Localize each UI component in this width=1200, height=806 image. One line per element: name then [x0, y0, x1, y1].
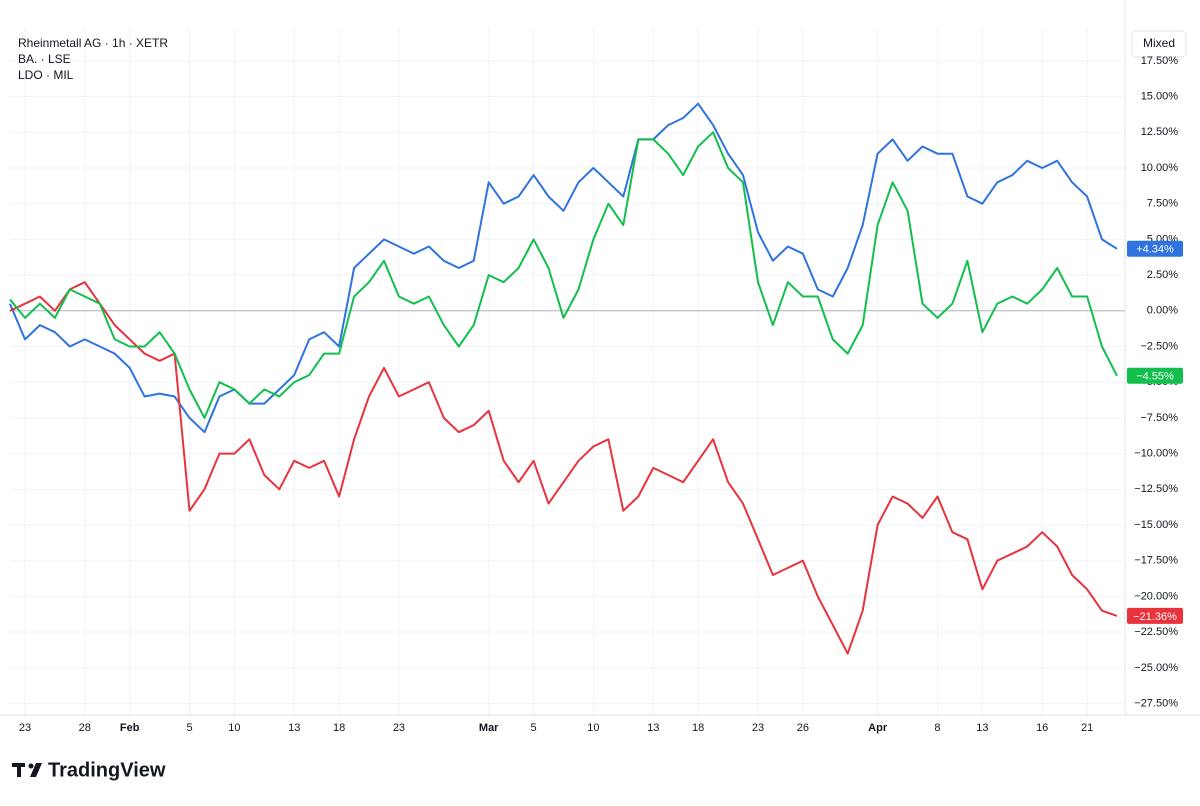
value-label: −4.55% — [1136, 371, 1174, 383]
y-tick-label: −2.50% — [1140, 340, 1178, 352]
x-tick-label: 18 — [692, 722, 704, 734]
y-tick-label: 7.50% — [1147, 198, 1178, 210]
x-tick-label: 23 — [752, 722, 764, 734]
x-tick-label: 13 — [288, 722, 300, 734]
x-tick-label: 26 — [797, 722, 809, 734]
y-tick-label: −20.00% — [1134, 590, 1178, 602]
x-tick-label: 23 — [19, 722, 31, 734]
x-tick-label: 13 — [647, 722, 659, 734]
x-tick-label: 10 — [228, 722, 240, 734]
x-tick-label: 16 — [1036, 722, 1048, 734]
x-tick-label: 28 — [79, 722, 91, 734]
x-tick-label: 18 — [333, 722, 345, 734]
x-tick-label: 5 — [531, 722, 537, 734]
mixed-button-label[interactable]: Mixed — [1143, 36, 1175, 50]
y-tick-label: 15.00% — [1141, 90, 1179, 102]
y-tick-label: −22.50% — [1134, 626, 1178, 638]
x-tick-label: Apr — [868, 722, 888, 734]
x-tick-label: 5 — [186, 722, 192, 734]
x-tick-label: Mar — [479, 722, 499, 734]
series-line — [9, 281, 1118, 655]
y-tick-label: −12.50% — [1134, 483, 1178, 495]
x-tick-label: 13 — [976, 722, 988, 734]
value-label: −21.36% — [1133, 611, 1177, 623]
logo-stem — [17, 763, 21, 777]
brand-name: TradingView — [48, 759, 166, 781]
legend-entry: Rheinmetall AG · 1h · XETR — [18, 36, 168, 50]
x-tick-label: 23 — [393, 722, 405, 734]
y-tick-label: −10.00% — [1134, 448, 1178, 460]
x-tick-label: Feb — [120, 722, 140, 734]
series-line — [9, 131, 1118, 419]
y-tick-label: −15.00% — [1134, 519, 1178, 531]
logo-slash — [30, 763, 42, 777]
x-tick-label: 10 — [587, 722, 599, 734]
value-label: +4.34% — [1136, 244, 1174, 256]
value-badge — [1127, 240, 1183, 257]
y-tick-label: 10.00% — [1141, 162, 1179, 174]
legend-entry: BA. · LSE — [18, 52, 71, 66]
y-tick-label: 0.00% — [1147, 305, 1178, 317]
y-tick-label: −7.50% — [1140, 412, 1178, 424]
value-badge — [1127, 607, 1183, 624]
series-line — [9, 102, 1118, 434]
grid — [10, 28, 1125, 715]
mixed-button[interactable] — [1131, 30, 1187, 58]
y-tick-label: 17.50% — [1141, 55, 1179, 67]
y-tick-label: 2.50% — [1147, 269, 1178, 281]
value-badge — [1127, 367, 1183, 384]
logo-dot — [28, 763, 34, 769]
legend-entry: LDO · MIL — [18, 68, 74, 82]
x-tick-label: 21 — [1081, 722, 1093, 734]
y-tick-label: 12.50% — [1141, 126, 1179, 138]
y-tick-label: −17.50% — [1134, 555, 1178, 567]
x-tick-label: 8 — [934, 722, 940, 734]
y-tick-label: −25.00% — [1134, 662, 1178, 674]
brand-logo — [12, 763, 42, 777]
y-tick-label: −27.50% — [1134, 697, 1178, 709]
